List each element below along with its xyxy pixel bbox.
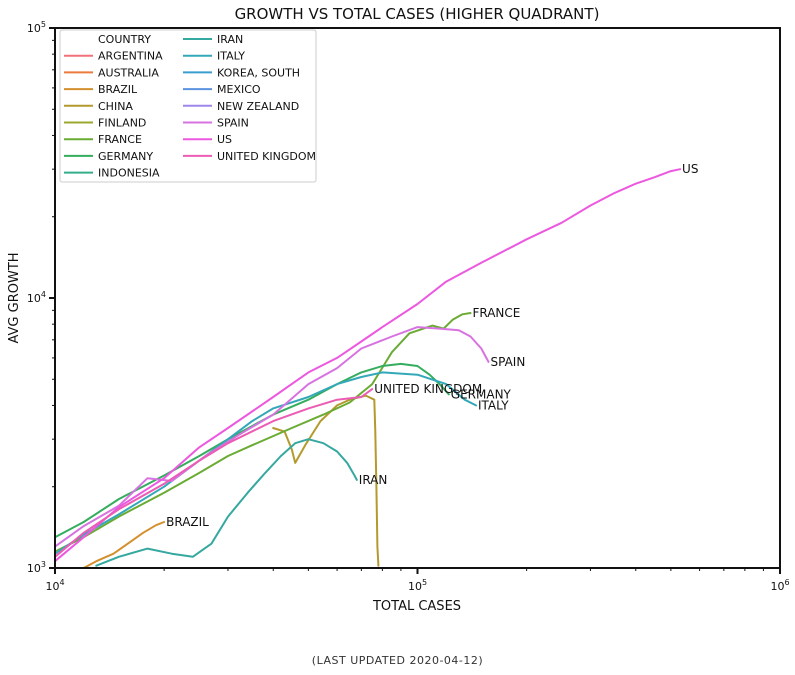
legend-title: COUNTRY xyxy=(98,33,151,46)
legend-entry-finland: FINLAND xyxy=(98,117,146,130)
legend-entry-italy: ITALY xyxy=(217,50,245,63)
legend-entry-france: FRANCE xyxy=(98,133,142,146)
y-axis-label: AVG GROWTH xyxy=(7,252,22,343)
legend-entry-us: US xyxy=(217,133,232,146)
series-end-label-spain: SPAIN xyxy=(491,355,526,369)
legend-entry-iran: IRAN xyxy=(217,33,243,46)
legend-entry-australia: AUSTRALIA xyxy=(98,66,159,79)
x-axis-label: TOTAL CASES xyxy=(372,599,461,614)
series-end-label-brazil: BRAZIL xyxy=(166,515,209,529)
series-line-spain xyxy=(54,326,490,548)
y-tick-label: 103 xyxy=(27,560,46,575)
chart-title: GROWTH VS TOTAL CASES (HIGHER QUADRANT) xyxy=(235,5,600,23)
legend-entry-spain: SPAIN xyxy=(217,117,249,130)
last-updated-footer: (LAST UPDATED 2020-04-12) xyxy=(311,654,484,667)
legend-entry-mexico: MEXICO xyxy=(217,83,261,96)
series-line-germany xyxy=(54,362,450,539)
legend-entry-united-kingdom: UNITED KINGDOM xyxy=(217,150,316,163)
series-line-iran xyxy=(95,438,358,567)
series-line-china xyxy=(272,394,380,567)
series-line-us xyxy=(54,168,682,563)
legend-entry-indonesia: INDONESIA xyxy=(98,167,160,180)
x-tick-label: 106 xyxy=(770,578,789,593)
legend-entry-china: CHINA xyxy=(98,100,133,113)
series-end-label-united-kingdom: UNITED KINGDOM xyxy=(374,382,482,396)
legend-entry-korea-south: KOREA, SOUTH xyxy=(217,66,300,79)
series-line-brazil xyxy=(82,521,166,569)
series-end-label-us: US xyxy=(682,162,698,176)
legend-entry-new-zealand: NEW ZEALAND xyxy=(217,100,299,113)
series-label-layer: BRAZIL FRANCE GERMANY IRAN ITALY SPAIN US UNITE… xyxy=(166,162,698,529)
legend-entry-argentina: ARGENTINA xyxy=(98,50,163,63)
y-tick-label: 104 xyxy=(27,290,46,305)
y-tick-label: 105 xyxy=(27,20,46,35)
legend-entry-germany: GERMANY xyxy=(98,150,153,163)
series-line-italy xyxy=(54,371,477,555)
series-end-label-iran: IRAN xyxy=(359,473,388,487)
x-tick-label: 104 xyxy=(45,578,64,593)
series-end-label-france: FRANCE xyxy=(472,306,520,320)
legend-entry-brazil: BRAZIL xyxy=(98,83,138,96)
x-tick-label: 105 xyxy=(408,578,427,593)
series-layer xyxy=(54,168,682,569)
series-end-label-italy: ITALY xyxy=(478,398,509,412)
series-line-france xyxy=(54,312,472,553)
series-end-label-germany: GERMANY xyxy=(451,387,512,401)
legend: COUNTRY ARGENTINA AUSTRALIA BRAZIL CHINA FIN… xyxy=(59,29,317,183)
series-line-united-kingdom xyxy=(54,388,374,558)
